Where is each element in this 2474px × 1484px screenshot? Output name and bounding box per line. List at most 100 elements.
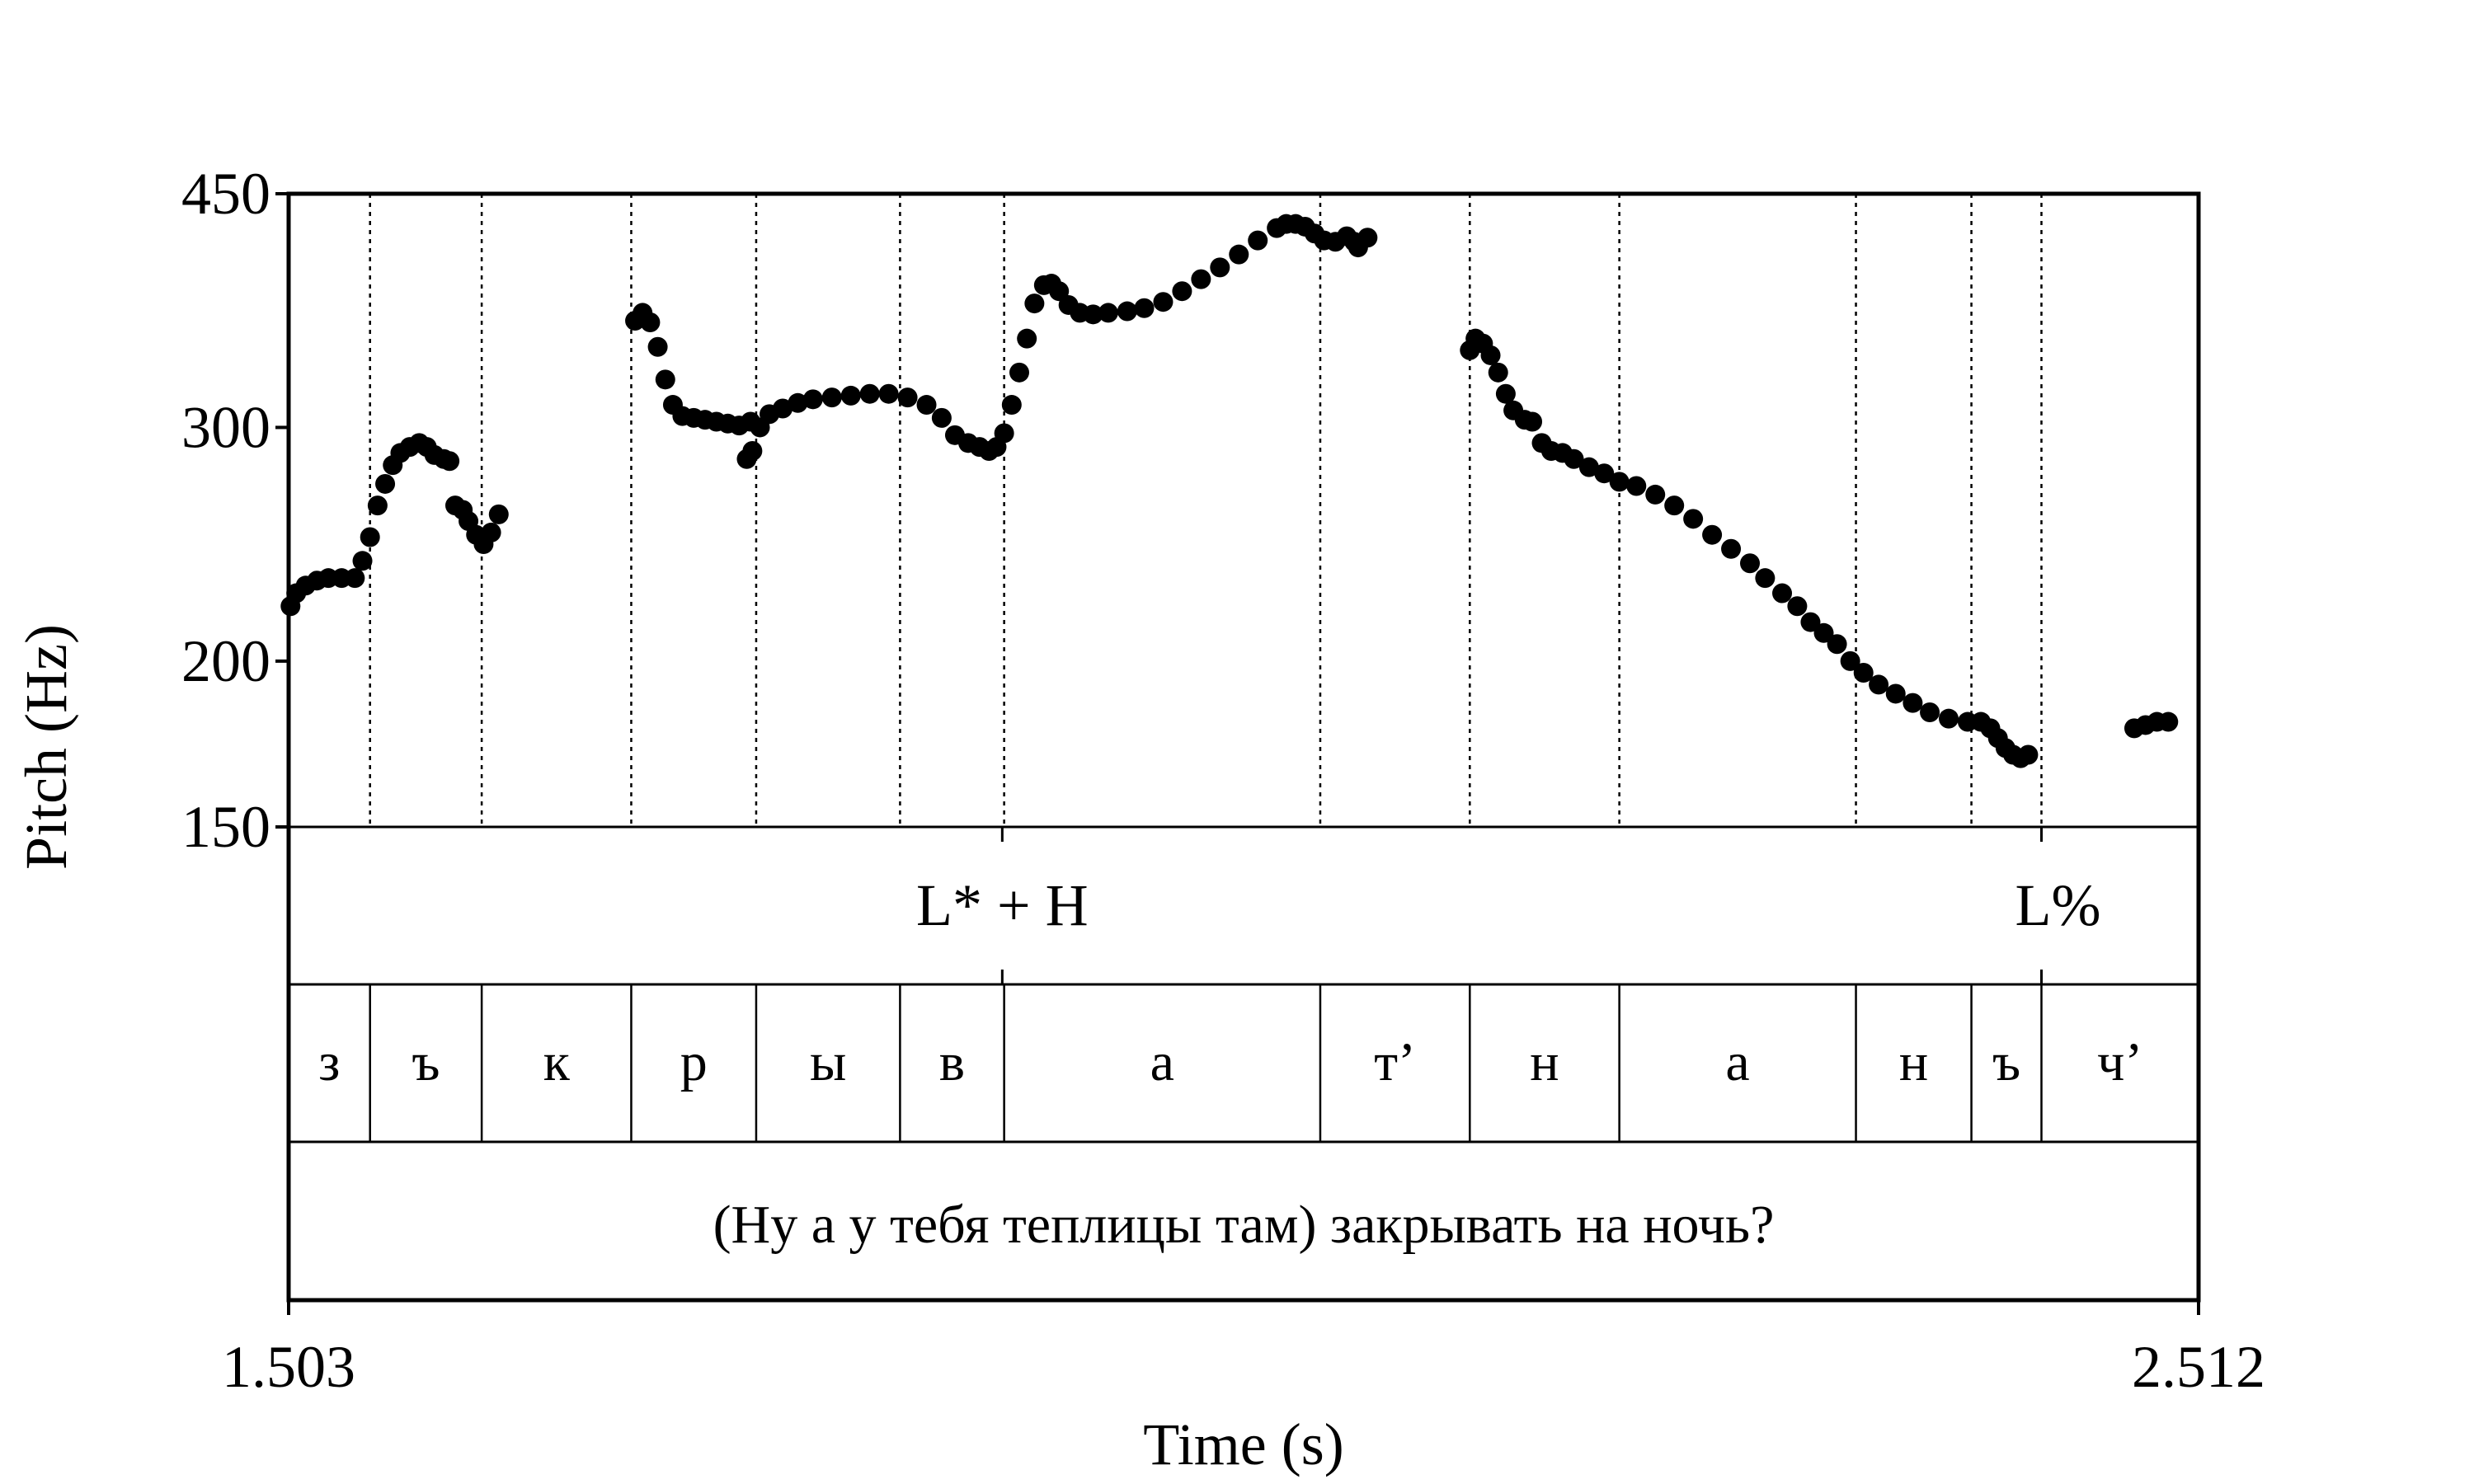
segment-boundary-lines: [369, 984, 2043, 1142]
pitch-point: [1664, 495, 1685, 516]
segment-label: к: [543, 1032, 571, 1092]
segment-label: н: [1530, 1032, 1559, 1092]
pitch-point: [931, 407, 952, 428]
pitch-point: [481, 522, 501, 542]
pitch-point: [1009, 362, 1030, 383]
tone-tier: L* + H L%: [916, 872, 2100, 938]
pitch-point: [2158, 711, 2179, 732]
pitch-point: [1495, 383, 1516, 404]
segment-label: а: [1725, 1032, 1749, 1092]
pitch-point: [821, 387, 842, 408]
pitch-points: [280, 214, 2179, 768]
segment-label: т’: [1374, 1032, 1416, 1092]
pitch-point: [897, 387, 918, 408]
pitch-point: [1755, 568, 1776, 589]
pitch-point: [1721, 538, 1742, 559]
pitch-point: [1488, 362, 1508, 383]
sentence-text: (Ну а у тебя теплицы там) закрывать на н…: [713, 1195, 1775, 1255]
pitch-point: [1800, 612, 1821, 632]
pitch-point: [878, 383, 899, 404]
segment-grid: [369, 194, 2043, 827]
pitch-point: [1853, 663, 1874, 683]
pitch-point: [352, 551, 373, 571]
pitch-point: [1210, 257, 1230, 278]
pitch-point: [655, 369, 675, 390]
pitch-point: [1098, 303, 1118, 323]
pitch-point: [1049, 281, 1070, 302]
pitch-point: [1609, 472, 1630, 492]
pitch-point: [1564, 448, 1584, 469]
segment-label: ч’: [2097, 1032, 2142, 1092]
segment-label: ы: [810, 1032, 846, 1092]
pitch-point: [1939, 708, 1959, 729]
segment-label: а: [1150, 1032, 1174, 1092]
pitch-point: [1480, 345, 1501, 365]
pitch-point: [1191, 269, 1211, 289]
pitch-point: [859, 383, 880, 404]
y-tick-label: 450: [181, 161, 270, 227]
pitch-point: [802, 389, 823, 410]
segment-label: ъ: [412, 1032, 440, 1092]
pitch-point: [1869, 674, 1889, 695]
pitch-point: [1578, 457, 1599, 477]
pitch-point: [1357, 228, 1378, 248]
pitch-point: [440, 451, 460, 472]
y-tick-label: 150: [181, 794, 270, 860]
pitch-point: [1813, 622, 1834, 643]
pitch-point: [488, 504, 509, 524]
pitch-point: [1702, 524, 1723, 545]
pitch-point: [1017, 328, 1037, 349]
pitch-point: [840, 385, 861, 406]
pitch-point: [360, 527, 380, 547]
pitch-point: [1903, 693, 1923, 713]
pitch-point: [788, 392, 808, 413]
pitch-point: [1001, 395, 1022, 416]
pitch-point: [1024, 294, 1045, 314]
pitch-point: [1827, 634, 1847, 655]
segment-tier: з ъ к р ы в а т’ н а н ъ ч’: [318, 1032, 2142, 1092]
pitch-point: [2018, 744, 2039, 765]
segment-label: н: [1899, 1032, 1928, 1092]
pitch-point: [1083, 304, 1103, 325]
pitch-point: [1772, 583, 1793, 603]
segment-label: в: [939, 1032, 965, 1092]
pitch-point: [647, 336, 668, 357]
pitch-point: [1626, 476, 1647, 496]
pitch-point: [1683, 509, 1704, 529]
x-tick-label: 2.512: [2132, 1334, 2265, 1400]
pitch-point: [1885, 683, 1906, 704]
pitch-point: [1153, 292, 1174, 312]
pitch-point: [1594, 463, 1615, 484]
pitch-point: [1134, 298, 1155, 318]
pitch-point: [1840, 650, 1860, 671]
pitch-point: [742, 440, 763, 461]
y-tick-label: 200: [181, 628, 270, 694]
x-axis: 1.503 2.512: [222, 1300, 2265, 1400]
segment-label: ъ: [1992, 1032, 2020, 1092]
pitch-point: [1740, 553, 1761, 574]
pitch-point: [1645, 484, 1666, 505]
pitch-point: [1522, 411, 1543, 432]
plot-frame: [286, 191, 2201, 1303]
pitch-point: [1787, 596, 1808, 617]
y-axis-label: Pitch (Hz): [13, 624, 79, 870]
pitch-point: [345, 568, 365, 589]
pitch-point: [1229, 244, 1249, 265]
tone-label: L%: [2015, 872, 2101, 938]
pitch-point: [1248, 230, 1268, 251]
x-axis-label: Time (s): [1143, 1411, 1343, 1477]
pitch-point: [375, 473, 396, 494]
y-axis: 450 300 200 150: [181, 161, 289, 860]
pitch-point: [916, 395, 937, 416]
segment-label: з: [318, 1032, 340, 1092]
x-tick-label: 1.503: [222, 1334, 355, 1400]
pitch-point: [640, 312, 661, 332]
pitch-point: [773, 398, 793, 419]
pitch-point: [994, 423, 1014, 444]
tone-boundary-ticks: [1000, 827, 2043, 984]
pitch-point: [367, 495, 388, 516]
tone-label: L* + H: [916, 872, 1089, 938]
y-tick-label: 300: [181, 394, 270, 460]
segment-label: р: [680, 1032, 708, 1092]
